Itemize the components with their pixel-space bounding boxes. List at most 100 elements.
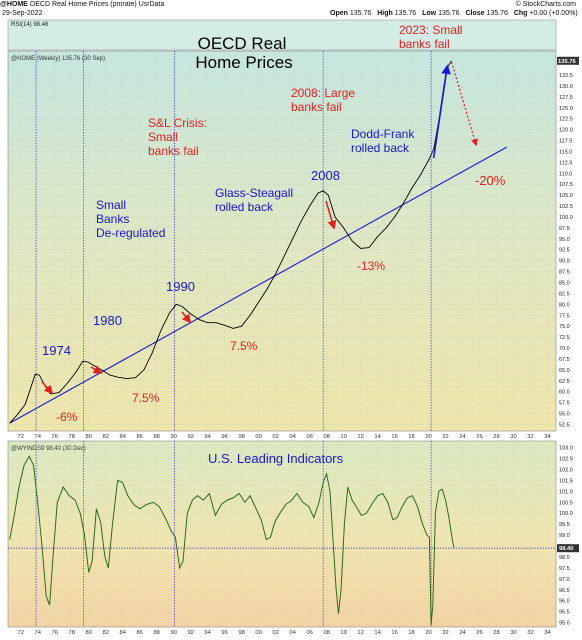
indicator-y-tick-label: 97.0	[559, 577, 570, 583]
glass-steagall-label: Glass-Steagall rolled back	[215, 186, 296, 214]
price-x-tick-label: 32	[527, 434, 533, 440]
chart-header: @HOME OECD Real Home Prices (pmrate) Usr…	[0, 1, 582, 8]
dodd-frank-label: Dodd-Frank rolled back	[351, 127, 418, 155]
price-y-axis: 52.5 55.0 57.5 60.0 62.5 65.0 67.5 70.0 72.5 75.0…	[557, 56, 579, 428]
indicator-x-tick-label: 08	[323, 630, 329, 636]
price-x-tick-label: 80	[85, 434, 91, 440]
price-x-tick-label: 22	[442, 434, 448, 440]
indicator-last-label-box	[557, 544, 579, 553]
low-value: 135.76	[438, 10, 460, 17]
price-y-tick-label: 112.5	[559, 160, 572, 166]
projection-arrow	[450, 61, 478, 147]
price-y-tick-label: 70.0	[559, 346, 570, 352]
indicator-y-tick-label: 95.5	[559, 610, 570, 616]
price-y-tick-label: 115.0	[559, 149, 572, 155]
indicator-x-tick-label: 76	[52, 630, 58, 636]
price-x-tick-label: 12	[357, 434, 363, 440]
price-x-tick-label: 30	[510, 434, 516, 440]
indicator-y-tick-label: 95.0	[559, 621, 570, 627]
label-1974: 1974	[42, 343, 71, 358]
indicator-x-tick-label: 82	[102, 630, 108, 636]
low-label: Low	[422, 10, 437, 17]
price-x-tick-label: 82	[102, 434, 108, 440]
indicator-x-tick-label: 14	[374, 630, 381, 636]
event-vertical-lines	[35, 51, 432, 431]
chart-title-line1: OECD Real	[198, 34, 287, 53]
indicator-x-tick-label: 00	[255, 630, 261, 636]
indicator-x-tick-label: 90	[170, 630, 176, 636]
indicator-x-tick-label: 98	[238, 630, 244, 636]
annotations: OECD Real Home Prices 1974 1980 1990 200…	[41, 23, 506, 466]
indicator-event-lines	[35, 441, 432, 627]
price-last-label-box	[557, 56, 579, 65]
indicator-x-tick-label: 74	[35, 630, 42, 636]
price-x-tick-label: 02	[272, 434, 278, 440]
price-y-tick-label: 82.5	[559, 291, 570, 297]
date-label: 29-Sep-2022	[2, 10, 43, 17]
price-x-tick-label: 16	[391, 434, 397, 440]
price-x-tick-label: 20	[425, 434, 431, 440]
price-y-tick-label: 80.0	[559, 302, 570, 308]
price-x-tick-label: 08	[323, 434, 329, 440]
indicator-x-tick-label: 26	[476, 630, 482, 636]
indicator-y-tick-label: 100.0	[559, 511, 573, 517]
arrow-2008	[325, 200, 337, 230]
indicator-x-tick-label: 06	[306, 630, 312, 636]
price-x-tick-label: 18	[408, 434, 414, 440]
price-y-tick-label: 57.5	[559, 401, 570, 407]
price-x-tick-label: 34	[544, 434, 551, 440]
price-y-tick-label: 130.0	[559, 84, 573, 90]
indicator-y-tick-label: 97.5	[559, 566, 570, 572]
indicator-title: U.S. Leading Indicators	[208, 451, 344, 466]
indicator-x-tick-label: 30	[510, 630, 516, 636]
price-y-tick-label: 55.0	[559, 412, 570, 418]
price-y-tick-label: 117.5	[559, 139, 572, 145]
price-x-tick-label: 78	[68, 434, 74, 440]
brand: © StockCharts.com	[515, 1, 576, 8]
decline-13: -13%	[357, 259, 385, 273]
indicator-y-tick-label: 101.0	[559, 489, 573, 495]
open-label: Open	[330, 10, 348, 17]
price-x-tick-label: 00	[255, 434, 261, 440]
price-x-tick-label: 74	[35, 434, 42, 440]
price-y-tick-label: 85.0	[559, 280, 570, 286]
price-x-tick-label: 92	[187, 434, 193, 440]
price-y-tick-label: 62.5	[559, 379, 570, 385]
price-y-tick-label: 65.0	[559, 368, 570, 374]
price-y-tick-label: 75.0	[559, 324, 570, 330]
indicator-x-tick-label: 04	[289, 630, 296, 636]
indicator-x-tick-label: 32	[527, 630, 533, 636]
indicator-x-tick-label: 22	[442, 630, 448, 636]
close-value: 135.76	[486, 10, 508, 17]
price-y-tick-label: 95.0	[559, 237, 570, 243]
price-x-tick-label: 90	[170, 434, 176, 440]
runup-arrow	[432, 64, 451, 159]
indicator-x-tick-label: 20	[425, 630, 431, 636]
price-y-tick-label: 100.0	[559, 215, 573, 221]
price-y-tick-label: 132.5	[559, 73, 573, 79]
sl-crisis-label: S&L Crisis: Small banks fail	[148, 116, 210, 158]
price-x-tick-label: 96	[221, 434, 227, 440]
indicator-x-tick-label: 94	[204, 630, 211, 636]
price-y-tick-label: 120.0	[559, 128, 573, 134]
decline-20: -20%	[475, 173, 506, 188]
indicator-y-axis: 95.095.596.096.597.097.598.098.599.099.5…	[557, 446, 579, 627]
price-x-axis: 72 74 76 78 80 82 84 86 88 90 92 94 96 98 00 02 04 06 08 10…	[18, 434, 552, 440]
high-value: 135.76	[394, 10, 417, 17]
arrow-1990	[181, 311, 192, 324]
indicator-y-tick-label: 96.0	[559, 599, 570, 605]
indicator-x-tick-label: 28	[493, 630, 499, 636]
symbol-description: OECD Real Home Prices (pmrate) UsrData	[29, 1, 165, 8]
indicator-x-tick-label: 18	[408, 630, 414, 636]
rsi-label: RSI(14) 98.46	[11, 22, 49, 28]
indicator-y-tick-label: 99.5	[559, 522, 570, 528]
indicator-y-tick-label: 100.5	[559, 500, 573, 506]
price-x-tick-label: 26	[476, 434, 482, 440]
indicator-grid	[8, 441, 556, 627]
price-y-tick-label: 97.5	[559, 226, 570, 232]
small-banks-label: Small Banks De-regulated	[96, 198, 165, 240]
price-x-tick-label: 24	[459, 434, 466, 440]
decline-6: -6%	[56, 410, 78, 424]
decline-7-5-b: 7.5%	[230, 339, 258, 353]
price-y-tick-label: 90.0	[559, 259, 570, 265]
